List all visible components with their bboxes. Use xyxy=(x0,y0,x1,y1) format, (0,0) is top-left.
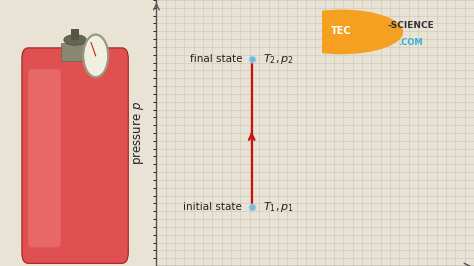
Circle shape xyxy=(280,10,403,54)
Circle shape xyxy=(83,35,108,77)
Text: $T_1, p_1$: $T_1, p_1$ xyxy=(263,201,294,214)
Bar xyxy=(61,43,89,61)
Ellipse shape xyxy=(64,35,86,45)
Text: -SCIENCE: -SCIENCE xyxy=(387,21,434,30)
FancyBboxPatch shape xyxy=(28,69,61,247)
Text: initial state: initial state xyxy=(183,202,242,213)
FancyBboxPatch shape xyxy=(22,48,128,263)
Bar xyxy=(71,29,79,40)
Ellipse shape xyxy=(87,239,110,253)
FancyBboxPatch shape xyxy=(77,61,125,250)
Text: .COM: .COM xyxy=(398,38,423,47)
Text: TEC: TEC xyxy=(331,26,352,36)
Text: $T_2, p_2$: $T_2, p_2$ xyxy=(263,52,294,65)
Text: final state: final state xyxy=(190,53,242,64)
Ellipse shape xyxy=(40,239,64,253)
Y-axis label: pressure $p$: pressure $p$ xyxy=(131,101,146,165)
